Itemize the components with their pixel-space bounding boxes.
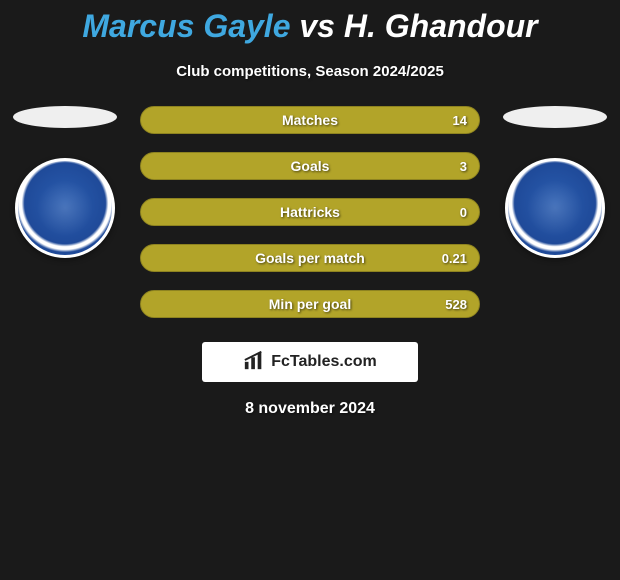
stat-row-hattricks: Hattricks 0	[140, 198, 480, 226]
player1-photo-placeholder	[13, 106, 117, 128]
player2-name: H. Ghandour	[344, 8, 538, 44]
stat-label: Matches	[282, 112, 338, 128]
stat-label: Goals per match	[255, 250, 365, 266]
comparison-card: Marcus Gayle vs H. Ghandour Club competi…	[0, 0, 620, 580]
stats-area: Matches 14 Goals 3 Hattricks 0 Goals per…	[0, 106, 620, 318]
subtitle: Club competitions, Season 2024/2025	[0, 63, 620, 80]
stat-label: Goals	[291, 158, 330, 174]
player2-club-badge	[505, 158, 605, 258]
stat-right-value: 0.21	[442, 251, 467, 266]
bar-chart-icon	[243, 349, 265, 376]
player1-name: Marcus Gayle	[82, 8, 290, 44]
player1-club-badge	[15, 158, 115, 258]
branding-badge[interactable]: FcTables.com	[202, 342, 418, 382]
stat-right-value: 3	[460, 159, 467, 174]
stat-bars: Matches 14 Goals 3 Hattricks 0 Goals per…	[140, 106, 480, 318]
branding-text: FcTables.com	[271, 353, 377, 371]
page-title: Marcus Gayle vs H. Ghandour	[0, 0, 620, 45]
player-right-column	[500, 106, 610, 258]
date-label: 8 november 2024	[0, 400, 620, 418]
stat-row-goals: Goals 3	[140, 152, 480, 180]
stat-right-value: 14	[453, 113, 467, 128]
vs-label: vs	[299, 8, 335, 44]
stat-row-goals-per-match: Goals per match 0.21	[140, 244, 480, 272]
stat-label: Hattricks	[280, 204, 340, 220]
stat-right-value: 528	[445, 297, 467, 312]
player-left-column	[10, 106, 120, 258]
player2-photo-placeholder	[503, 106, 607, 128]
stat-row-matches: Matches 14	[140, 106, 480, 134]
stat-row-min-per-goal: Min per goal 528	[140, 290, 480, 318]
stat-right-value: 0	[460, 205, 467, 220]
stat-label: Min per goal	[269, 296, 351, 312]
